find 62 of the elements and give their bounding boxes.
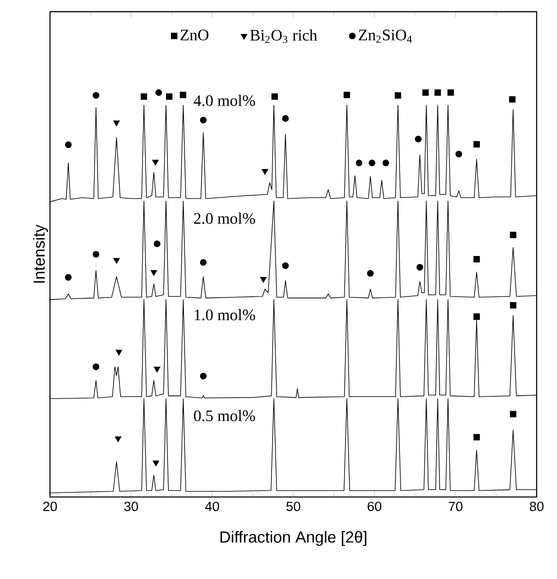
- point: [382, 160, 390, 166]
- annotation: 1.0 mol%: [194, 309, 256, 320]
- point: [434, 89, 441, 96]
- point: [200, 259, 207, 266]
- x-tick-label: 40: [205, 502, 220, 512]
- legend-label: Zn$_{2}$SiO$_{4}$: [358, 30, 412, 43]
- point: [154, 366, 160, 373]
- point: [416, 264, 424, 271]
- point: [414, 136, 422, 142]
- x-tick-label: 80: [530, 502, 544, 512]
- point: [180, 92, 186, 98]
- point: [510, 302, 516, 308]
- x-tick-label: 30: [124, 502, 138, 512]
- point: [152, 160, 159, 166]
- point: [113, 120, 120, 126]
- point: [368, 160, 376, 166]
- point: [113, 258, 120, 264]
- point: [356, 160, 362, 166]
- point: [455, 150, 462, 158]
- x-tick-label: 20: [43, 502, 57, 512]
- point: [367, 270, 374, 277]
- point: [155, 89, 162, 96]
- point: [473, 313, 480, 320]
- x-tick-label: 50: [286, 502, 300, 512]
- point: [200, 372, 207, 380]
- point: [510, 410, 516, 418]
- point: [262, 169, 268, 175]
- point: [394, 92, 402, 99]
- legend-label: Bi$_{2}$O$_{3}$ rich: [250, 29, 318, 44]
- point: [114, 436, 122, 442]
- point: [92, 250, 100, 258]
- point: [282, 115, 289, 122]
- point: [200, 116, 207, 124]
- annotation: 2.0 mol%: [194, 212, 256, 224]
- x-axis-title: Diffraction Angle [2θ]: [220, 530, 366, 546]
- point: [152, 460, 160, 466]
- point: [260, 277, 267, 283]
- annotation: 4.0 mol%: [194, 94, 256, 106]
- x-tick-label: 60: [368, 502, 382, 512]
- point: [422, 89, 429, 96]
- point: [154, 240, 160, 248]
- point: [166, 93, 172, 100]
- legend-label: ZnO: [180, 30, 208, 40]
- point: [344, 92, 350, 98]
- point: [64, 141, 72, 148]
- point: [473, 434, 480, 440]
- point: [282, 262, 289, 269]
- point: [473, 256, 480, 262]
- annotation: 0.5 mol%: [194, 410, 256, 422]
- point: [509, 96, 516, 103]
- y-axis-title: Intensity: [33, 224, 48, 283]
- point: [64, 274, 72, 281]
- point: [510, 232, 516, 238]
- point: [473, 141, 480, 148]
- point: [140, 93, 148, 100]
- point: [271, 93, 278, 100]
- point: [447, 89, 454, 96]
- point: [116, 350, 122, 356]
- point: [150, 270, 158, 276]
- x-tick-label: 70: [448, 502, 462, 512]
- point: [92, 363, 100, 370]
- point: [92, 92, 100, 99]
